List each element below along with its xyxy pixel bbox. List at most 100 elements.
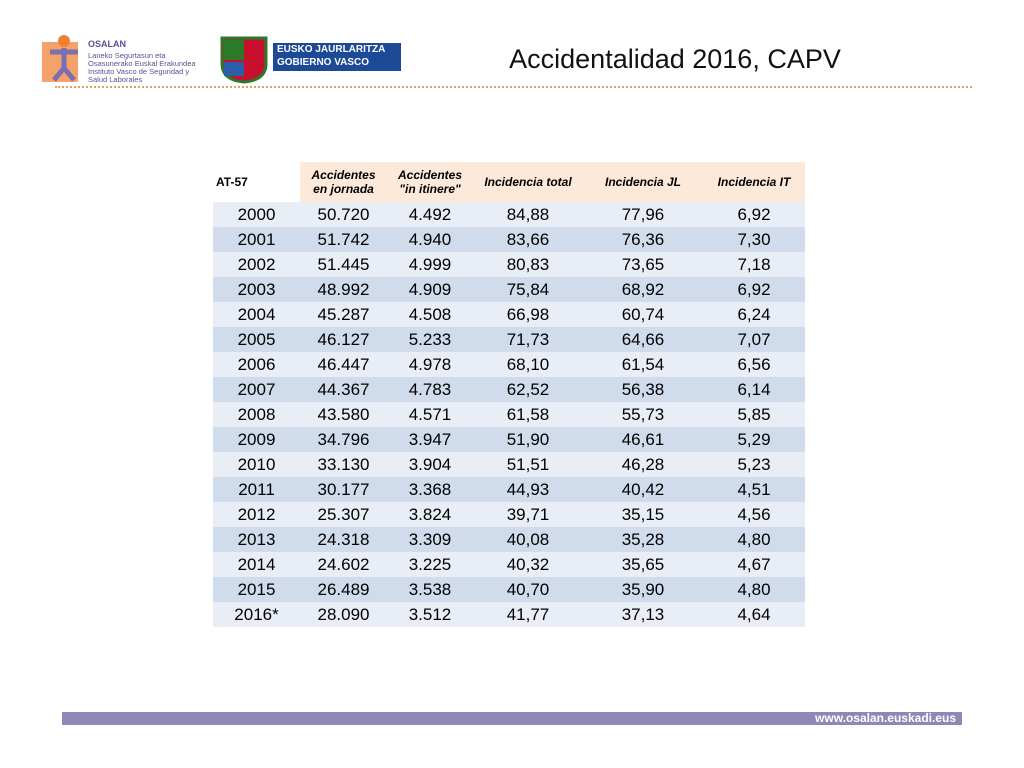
table-cell: 37,13 <box>583 602 703 627</box>
logo-head <box>58 35 70 47</box>
table-row: 2004 45.287 4.508 66,98 60,74 6,24 <box>213 302 805 327</box>
table-row: 2010 33.130 3.904 51,51 46,28 5,23 <box>213 452 805 477</box>
header-cell: Incidencia total <box>473 162 583 202</box>
table-cell: 6,24 <box>703 302 805 327</box>
table-cell: 84,88 <box>473 202 583 227</box>
table-cell: 71,73 <box>473 327 583 352</box>
footer-bar: www.osalan.euskadi.eus <box>62 712 962 725</box>
table-cell: 2014 <box>213 552 300 577</box>
table-cell: 40,70 <box>473 577 583 602</box>
table-cell: 61,54 <box>583 352 703 377</box>
table-cell: 30.177 <box>300 477 387 502</box>
table-cell: 5,85 <box>703 402 805 427</box>
table-cell: 26.489 <box>300 577 387 602</box>
table-cell: 3.904 <box>387 452 473 477</box>
table-row: 2007 44.367 4.783 62,52 56,38 6,14 <box>213 377 805 402</box>
table-cell: 25.307 <box>300 502 387 527</box>
table-cell: 3.538 <box>387 577 473 602</box>
table-cell: 40,42 <box>583 477 703 502</box>
table-cell: 35,65 <box>583 552 703 577</box>
table-row: 2002 51.445 4.999 80,83 73,65 7,18 <box>213 252 805 277</box>
header-cell: Incidencia IT <box>703 162 805 202</box>
table-cell: 43.580 <box>300 402 387 427</box>
table-cell: 2015 <box>213 577 300 602</box>
table-row: 2005 46.127 5.233 71,73 64,66 7,07 <box>213 327 805 352</box>
table-cell: 35,28 <box>583 527 703 552</box>
table-cell: 4.508 <box>387 302 473 327</box>
table-cell: 2010 <box>213 452 300 477</box>
table-cell: 80,83 <box>473 252 583 277</box>
table-cell: 4,67 <box>703 552 805 577</box>
table-cell: 6,14 <box>703 377 805 402</box>
table-cell: 2005 <box>213 327 300 352</box>
table-row: 2011 30.177 3.368 44,93 40,42 4,51 <box>213 477 805 502</box>
table-cell: 40,32 <box>473 552 583 577</box>
table-cell: 51,51 <box>473 452 583 477</box>
table-row: 2001 51.742 4.940 83,66 76,36 7,30 <box>213 227 805 252</box>
table-cell: 6,92 <box>703 277 805 302</box>
table-cell: 73,65 <box>583 252 703 277</box>
table-cell: 66,98 <box>473 302 583 327</box>
table-cell: 4.940 <box>387 227 473 252</box>
table-cell: 6,56 <box>703 352 805 377</box>
table-cell: 34.796 <box>300 427 387 452</box>
table-cell: 60,74 <box>583 302 703 327</box>
table-cell: 35,15 <box>583 502 703 527</box>
table-cell: 51.742 <box>300 227 387 252</box>
table-cell: 2000 <box>213 202 300 227</box>
table-row: 2000 50.720 4.492 84,88 77,96 6,92 <box>213 202 805 227</box>
table-cell: 4,56 <box>703 502 805 527</box>
table-cell: 46.127 <box>300 327 387 352</box>
table-cell: 75,84 <box>473 277 583 302</box>
org-name: OSALAN <box>88 39 126 49</box>
table-cell: 61,58 <box>473 402 583 427</box>
gov-line: GOBIERNO VASCO <box>277 57 370 68</box>
table-cell: 2002 <box>213 252 300 277</box>
table-cell: 45.287 <box>300 302 387 327</box>
table-row: 2012 25.307 3.824 39,71 35,15 4,56 <box>213 502 805 527</box>
table-cell: 2013 <box>213 527 300 552</box>
table-row: 2008 43.580 4.571 61,58 55,73 5,85 <box>213 402 805 427</box>
table-cell: 3.947 <box>387 427 473 452</box>
table-row: 2014 24.602 3.225 40,32 35,65 4,67 <box>213 552 805 577</box>
org-line: Salud Laborales <box>88 75 143 84</box>
org-line: Laneko Segurtasun eta <box>88 51 166 60</box>
table-cell: 35,90 <box>583 577 703 602</box>
table-cell: 4.492 <box>387 202 473 227</box>
table-cell: 2008 <box>213 402 300 427</box>
table-cell: 50.720 <box>300 202 387 227</box>
table-cell: 7,07 <box>703 327 805 352</box>
table-cell: 2001 <box>213 227 300 252</box>
header-line: Accidentes <box>311 168 376 182</box>
table-cell: 56,38 <box>583 377 703 402</box>
header-line: AT-57 <box>216 175 248 189</box>
table-cell: 51.445 <box>300 252 387 277</box>
table-cell: 64,66 <box>583 327 703 352</box>
table-cell: 3.512 <box>387 602 473 627</box>
table-cell: 4,51 <box>703 477 805 502</box>
data-table: AT-57 Accidentes en jornada Accidentes "in i… <box>213 162 805 627</box>
gov-line: EUSKO JAURLARITZA <box>277 44 386 55</box>
header-line: Incidencia IT <box>717 175 791 189</box>
header-cell: Accidentes "in itinere" <box>387 162 473 202</box>
table-cell: 4.909 <box>387 277 473 302</box>
header-row: AT-57 Accidentes en jornada Accidentes "in i… <box>213 162 805 202</box>
table-cell: 7,30 <box>703 227 805 252</box>
table-cell: 3.225 <box>387 552 473 577</box>
table-cell: 2012 <box>213 502 300 527</box>
table-cell: 2006 <box>213 352 300 377</box>
header-line: Accidentes <box>397 168 463 182</box>
footer-url: www.osalan.euskadi.eus <box>815 711 956 725</box>
table-cell: 5.233 <box>387 327 473 352</box>
table-cell: 7,18 <box>703 252 805 277</box>
table-cell: 4,64 <box>703 602 805 627</box>
table-cell: 76,36 <box>583 227 703 252</box>
table-cell: 4,80 <box>703 527 805 552</box>
slide-title: Accidentalidad 2016, CAPV <box>509 44 841 74</box>
table-cell: 83,66 <box>473 227 583 252</box>
header-cell: AT-57 <box>213 162 300 202</box>
header-cell: Accidentes en jornada <box>300 162 387 202</box>
org-line: Osasunerako Euskal Erakundea <box>88 59 196 68</box>
table-cell: 44,93 <box>473 477 583 502</box>
